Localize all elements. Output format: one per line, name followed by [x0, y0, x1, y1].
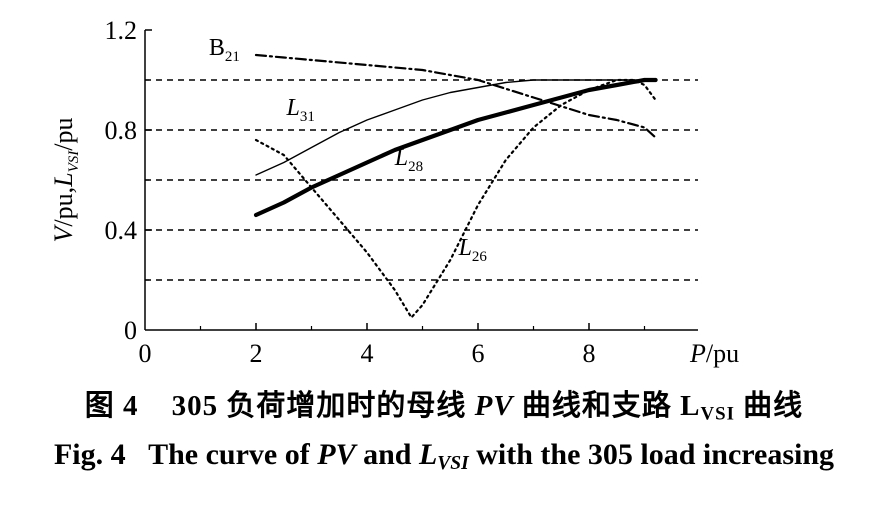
series-label-l26: L26	[458, 235, 488, 265]
series-label-l28: L28	[394, 145, 423, 175]
axis-ticks: 0 2 4 6 8 0 0.4 0.8 1.2	[105, 16, 646, 368]
series	[253, 53, 658, 319]
series-line-l26	[254, 78, 657, 319]
caption-zh-text3: 曲线	[743, 390, 804, 422]
y-axis-title: V/pu,LVSI/pu	[49, 118, 82, 243]
pv-lvsi-chart: 0 2 4 6 8 0 0.4 0.8 1.2 B21 L31 L28 L26 P/pu V/pu,L…	[49, 16, 739, 368]
caption-chinese: 图 4 305 负荷增加时的母线 PV 曲线和支路 LVSI 曲线	[0, 382, 888, 426]
series-labels: B21 L31 L28 L26	[209, 35, 488, 265]
caption-zh-num: 305	[171, 390, 219, 422]
caption-zh-prefix: 图 4	[84, 390, 139, 422]
series-label-b21: B21	[209, 35, 240, 65]
x-tick-label-3: 6	[472, 339, 485, 368]
y-axis-sub: VSI	[66, 150, 82, 173]
x-axis-unit: /pu	[706, 339, 739, 368]
caption-en-text1: The curve of	[148, 438, 310, 471]
x-tick-label-2: 4	[361, 339, 374, 368]
series-line-l31	[255, 79, 657, 176]
series-line-l28	[253, 77, 658, 218]
caption-en-l: L	[418, 438, 438, 471]
y-axis-unit: /pu	[49, 118, 78, 151]
x-axis-var: P	[689, 339, 706, 368]
gridlines	[145, 79, 698, 281]
x-axis-title: P/pu	[689, 339, 739, 368]
y-axis-mid: /pu,	[49, 187, 78, 227]
y-axis-var1: V	[49, 224, 78, 243]
x-tick-label-0: 0	[139, 339, 152, 368]
caption-zh-text1: 负荷增加时的母线	[226, 390, 467, 422]
caption-zh-pv: PV	[474, 390, 514, 422]
caption-en-l-sub: VSI	[437, 452, 469, 474]
series-label-l31: L31	[286, 95, 315, 125]
y-axis-var2: L	[49, 172, 78, 187]
series-line-b21	[254, 53, 657, 139]
caption-zh-l: L	[680, 390, 701, 422]
caption-en-and: and	[363, 438, 412, 471]
caption-en-prefix: Fig. 4	[53, 438, 126, 471]
y-tick-label-1: 0.4	[105, 216, 138, 245]
caption-zh-l-sub: VSI	[700, 403, 735, 425]
y-tick-label-3: 1.2	[105, 16, 138, 45]
caption-english: Fig. 4 The curve of PV and LVSI with the…	[0, 432, 888, 487]
y-tick-label-2: 0.8	[105, 116, 138, 145]
y-tick-label-0: 0	[124, 316, 137, 345]
caption-en-text2: with the 305 load increasing	[476, 438, 835, 471]
x-tick-label-4: 8	[583, 339, 596, 368]
caption-en-pv: PV	[317, 438, 356, 471]
caption-zh-text2: 曲线和支路	[521, 390, 672, 422]
x-tick-label-1: 2	[250, 339, 263, 368]
